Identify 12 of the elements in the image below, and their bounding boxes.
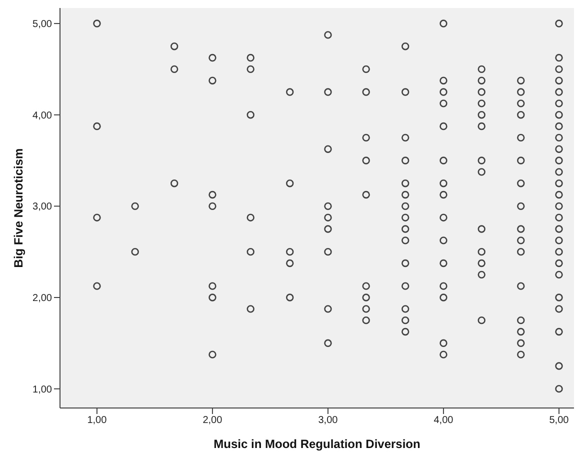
y-axis-title: Big Five Neuroticism (11, 148, 26, 268)
x-tick-label: 4,00 (434, 415, 454, 426)
y-tick-label: 2,00 (32, 293, 52, 304)
y-tick-label: 3,00 (32, 202, 52, 213)
y-tick-label: 1,00 (32, 384, 52, 396)
x-axis-title: Music in Mood Regulation Diversion (214, 437, 420, 451)
x-tick-label: 1,00 (87, 415, 108, 426)
x-tick-label: 5,00 (549, 415, 570, 426)
x-tick-label: 3,00 (318, 415, 338, 426)
y-tick-label: 5,00 (32, 19, 52, 30)
x-tick-label: 2,00 (202, 415, 223, 426)
y-tick-label: 4,00 (32, 110, 52, 122)
